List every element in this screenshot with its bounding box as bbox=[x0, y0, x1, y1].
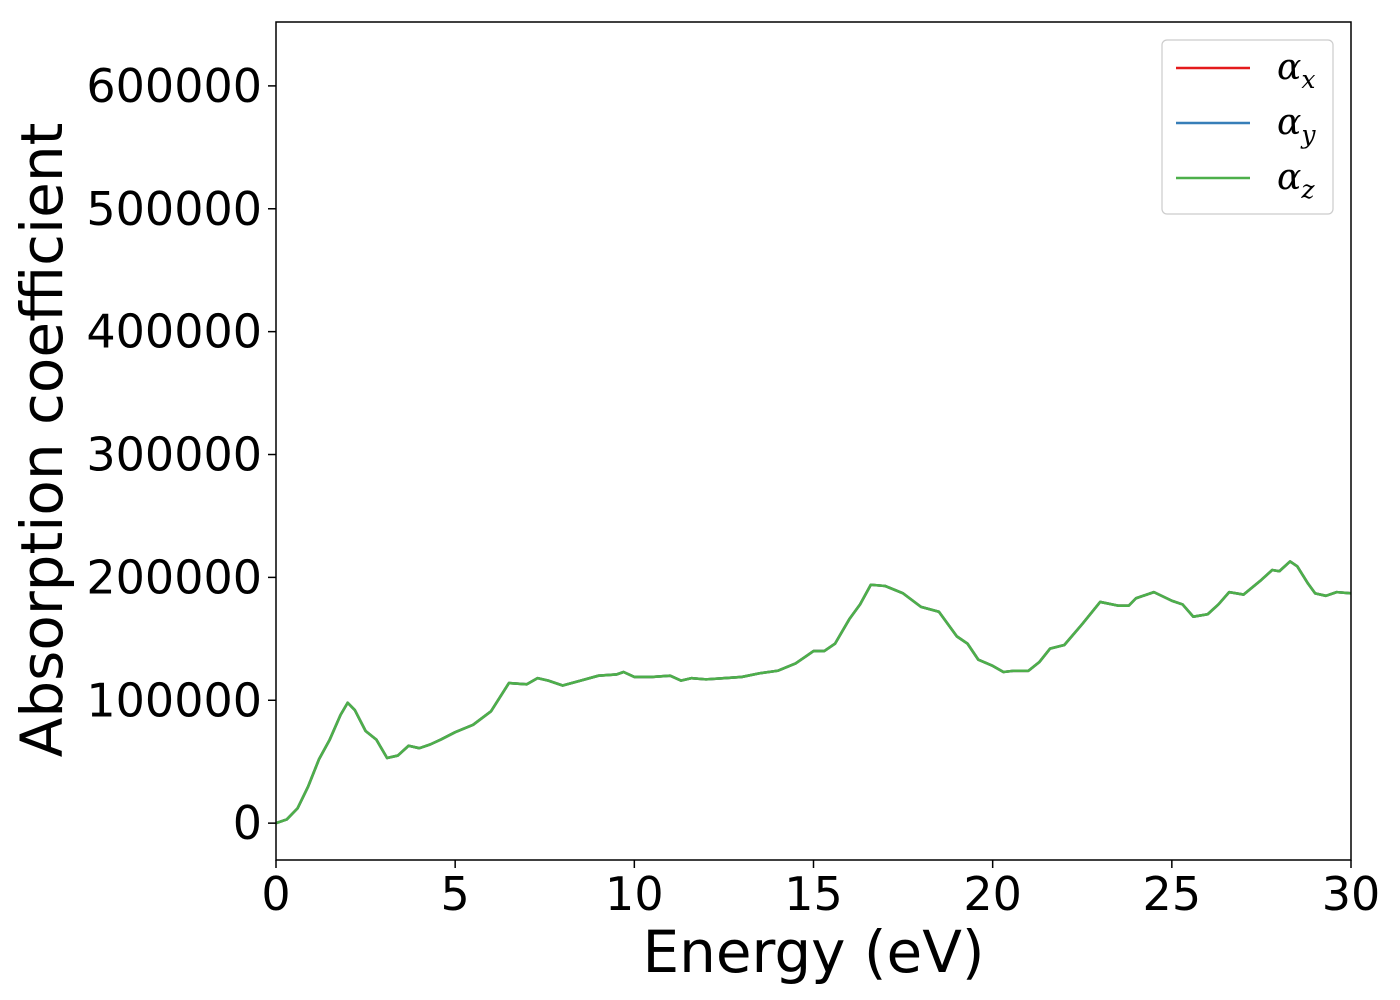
x-tick-label: 0 bbox=[261, 867, 290, 921]
y-tick-label: 300000 bbox=[86, 428, 262, 482]
legend-symbol: α bbox=[1277, 157, 1301, 198]
legend-symbol: α bbox=[1277, 102, 1301, 143]
legend-label-z: αz bbox=[1277, 157, 1315, 204]
y-axis-label: Absorption coefficient bbox=[8, 123, 76, 758]
legend-subscript: z bbox=[1300, 175, 1315, 204]
legend-symbol: α bbox=[1277, 47, 1301, 88]
series-line-x bbox=[276, 560, 1351, 825]
y-tick-label: 500000 bbox=[86, 182, 262, 236]
legend-subscript: x bbox=[1301, 65, 1315, 94]
x-tick-label: 10 bbox=[605, 867, 664, 921]
legend-label-y: αy bbox=[1277, 102, 1316, 149]
legend-subscript: y bbox=[1300, 120, 1316, 149]
y-tick-label: 0 bbox=[233, 796, 262, 850]
legend-box bbox=[1161, 39, 1334, 215]
y-tick-label: 200000 bbox=[86, 550, 262, 604]
y-axis: 0 100000 200000 300000 400000 500000 600000 bbox=[86, 59, 276, 850]
x-tick-label: 20 bbox=[963, 867, 1022, 921]
x-tick-label: 25 bbox=[1143, 867, 1202, 921]
series-line-y bbox=[276, 560, 1351, 825]
x-tick-label: 5 bbox=[441, 867, 470, 921]
y-tick-label: 400000 bbox=[86, 305, 262, 359]
x-axis-label: Energy (eV) bbox=[642, 918, 984, 986]
series-layer bbox=[276, 560, 1351, 825]
legend-label-x: αx bbox=[1277, 47, 1315, 94]
y-tick-label: 100000 bbox=[86, 673, 262, 727]
x-axis: 0 5 10 15 20 25 30 bbox=[261, 860, 1380, 921]
y-tick-label: 600000 bbox=[86, 59, 262, 113]
x-tick-label: 30 bbox=[1322, 867, 1381, 921]
x-tick-label: 15 bbox=[784, 867, 843, 921]
series-line-z bbox=[276, 560, 1351, 825]
